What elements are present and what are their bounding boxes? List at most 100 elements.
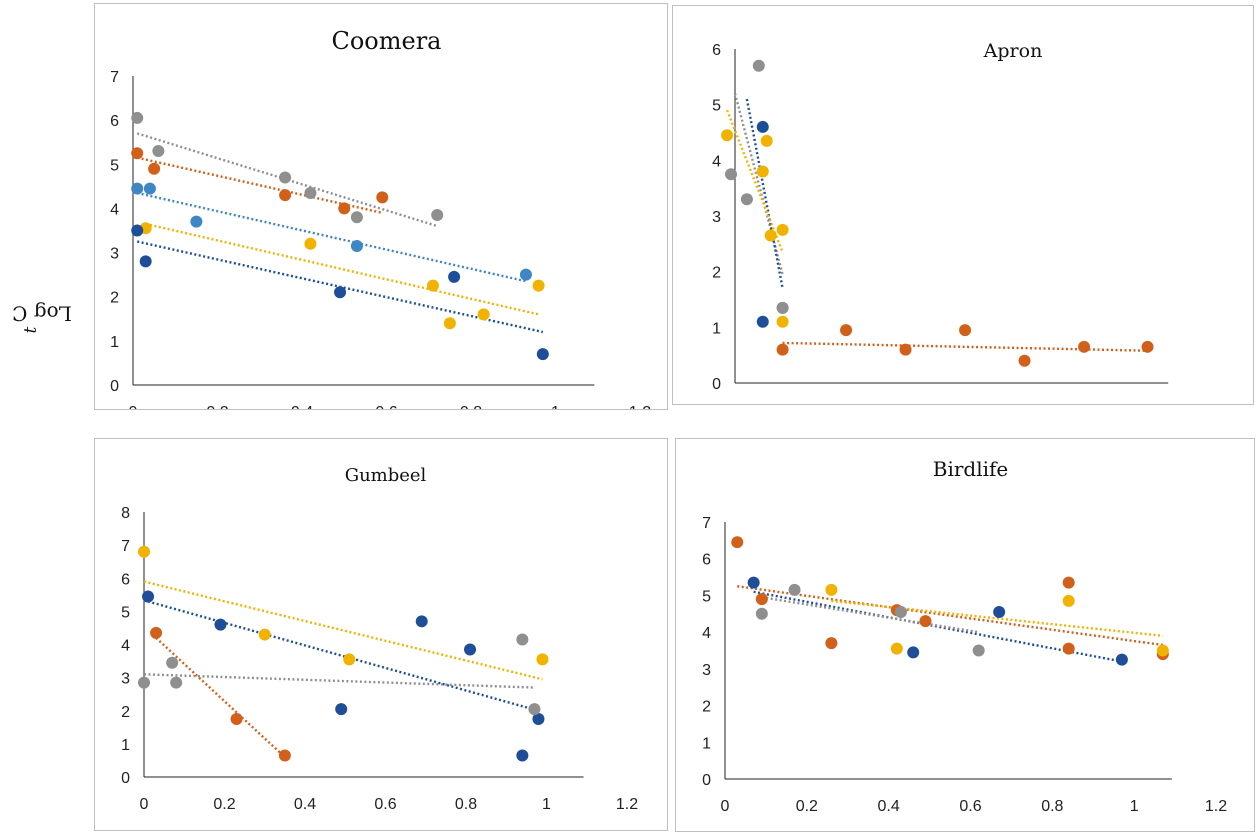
chart-svg: Birdlife 0 1 2 3 4 5 6 7 0 0.2 0.4 0.6 0.8 1 1.2 xyxy=(702,457,1227,815)
data-point xyxy=(760,134,773,147)
trend-line xyxy=(745,98,784,289)
y-tick-label: 0 xyxy=(110,378,119,395)
y-axis-label-subscript: t xyxy=(21,326,40,334)
chart-title: Coomera xyxy=(331,27,441,55)
trend-line xyxy=(782,341,1148,352)
data-point xyxy=(166,656,179,669)
data-point xyxy=(190,215,203,228)
data-point xyxy=(214,618,227,631)
chart-panel-apron: Apron 0 1 2 3 4 5 6 0 0.2 0.4 0.6 0.8 1 1.2 xyxy=(672,5,1254,405)
chart-title: Apron xyxy=(983,40,1043,62)
data-point xyxy=(519,268,532,281)
x-tick-label: 0.6 xyxy=(959,798,981,815)
y-tick-label: 7 xyxy=(702,515,711,532)
y-tick-label: 2 xyxy=(121,704,130,721)
x-tick-label: 1.2 xyxy=(616,796,638,813)
data-point xyxy=(536,653,549,666)
y-tick-label: 4 xyxy=(712,153,721,170)
chart-title: Gumbeel xyxy=(345,465,427,486)
x-tick-label: 0.6 xyxy=(962,402,984,404)
data-point xyxy=(426,279,439,292)
data-point xyxy=(972,644,985,657)
data-point xyxy=(131,111,144,124)
y-tick-label: 5 xyxy=(712,98,721,115)
data-point xyxy=(825,637,838,650)
data-point xyxy=(279,171,292,184)
y-tick-label: 1 xyxy=(110,334,119,351)
y-tick-label: 5 xyxy=(110,157,119,174)
trend-line xyxy=(737,585,1163,647)
x-tick-label: 0 xyxy=(129,404,138,409)
x-tick-label: 0.8 xyxy=(1041,402,1063,404)
data-point xyxy=(532,279,545,292)
data-point xyxy=(376,191,389,204)
y-tick-label: 5 xyxy=(702,588,711,605)
data-point xyxy=(443,317,456,330)
y-tick-label: 5 xyxy=(121,604,130,621)
x-tick-label: 0 xyxy=(721,798,730,815)
data-point xyxy=(448,270,461,283)
y-tick-label: 0 xyxy=(121,770,130,787)
data-point xyxy=(1062,594,1075,607)
data-point xyxy=(993,605,1006,618)
data-point xyxy=(725,168,738,181)
data-point xyxy=(1062,576,1075,589)
x-tick-label: 1 xyxy=(551,404,560,409)
y-tick-label: 3 xyxy=(712,209,721,226)
data-point xyxy=(131,224,144,237)
x-tick-label: 1.2 xyxy=(1205,798,1227,815)
data-point xyxy=(756,165,769,178)
y-tick-label: 3 xyxy=(121,671,130,688)
data-point xyxy=(907,646,920,659)
x-tick-label: 1.2 xyxy=(629,404,651,409)
trend-line xyxy=(761,596,979,634)
data-point xyxy=(1018,354,1031,367)
data-point xyxy=(756,120,769,133)
data-point xyxy=(142,590,155,603)
data-point xyxy=(731,536,744,549)
data-point xyxy=(516,633,529,646)
data-point xyxy=(350,239,363,252)
data-point xyxy=(516,749,529,762)
y-axis-label-text: Log C xyxy=(12,301,72,326)
y-tick-label: 0 xyxy=(712,376,721,393)
y-tick-label: 1 xyxy=(121,737,130,754)
data-point xyxy=(170,676,183,689)
data-point xyxy=(258,628,271,641)
data-point xyxy=(919,615,932,628)
data-point xyxy=(431,209,444,222)
data-point xyxy=(304,186,317,199)
x-tick-label: 0.2 xyxy=(206,404,228,409)
data-point xyxy=(528,703,541,716)
chart-svg: Coomera 0 1 2 3 4 5 6 7 0 0.2 0.4 0.6 0.8 1 1.2 xyxy=(110,27,651,409)
chart-svg: Gumbeel 0 1 2 3 4 5 6 7 8 0 0.2 0.4 0.6 0.8 1 1.2 xyxy=(121,465,638,813)
data-point xyxy=(335,703,348,716)
data-point xyxy=(464,643,477,656)
data-point xyxy=(764,229,777,242)
data-point xyxy=(756,315,769,328)
x-tick-label: 0.8 xyxy=(1041,798,1063,815)
x-tick-label: 1 xyxy=(1130,798,1139,815)
data-point xyxy=(788,583,801,596)
data-point xyxy=(536,348,549,361)
x-tick-label: 1 xyxy=(542,796,551,813)
trend-line xyxy=(831,599,1163,638)
y-tick-label: 1 xyxy=(702,735,711,752)
data-point xyxy=(840,324,853,337)
data-point xyxy=(755,607,768,620)
trend-line xyxy=(733,93,784,275)
y-tick-label: 4 xyxy=(110,201,119,218)
y-tick-label: 8 xyxy=(121,505,130,522)
data-point xyxy=(152,145,165,158)
data-point xyxy=(415,615,428,628)
trend-line xyxy=(136,132,438,228)
data-point xyxy=(350,211,363,224)
data-point xyxy=(143,182,156,195)
trend-line xyxy=(136,156,383,215)
data-point xyxy=(890,642,903,655)
trend-line xyxy=(753,590,1123,663)
y-tick-label: 2 xyxy=(702,699,711,716)
x-tick-label: 1.2 xyxy=(1200,402,1222,404)
y-tick-label: 6 xyxy=(110,113,119,130)
trend-line xyxy=(147,600,539,712)
